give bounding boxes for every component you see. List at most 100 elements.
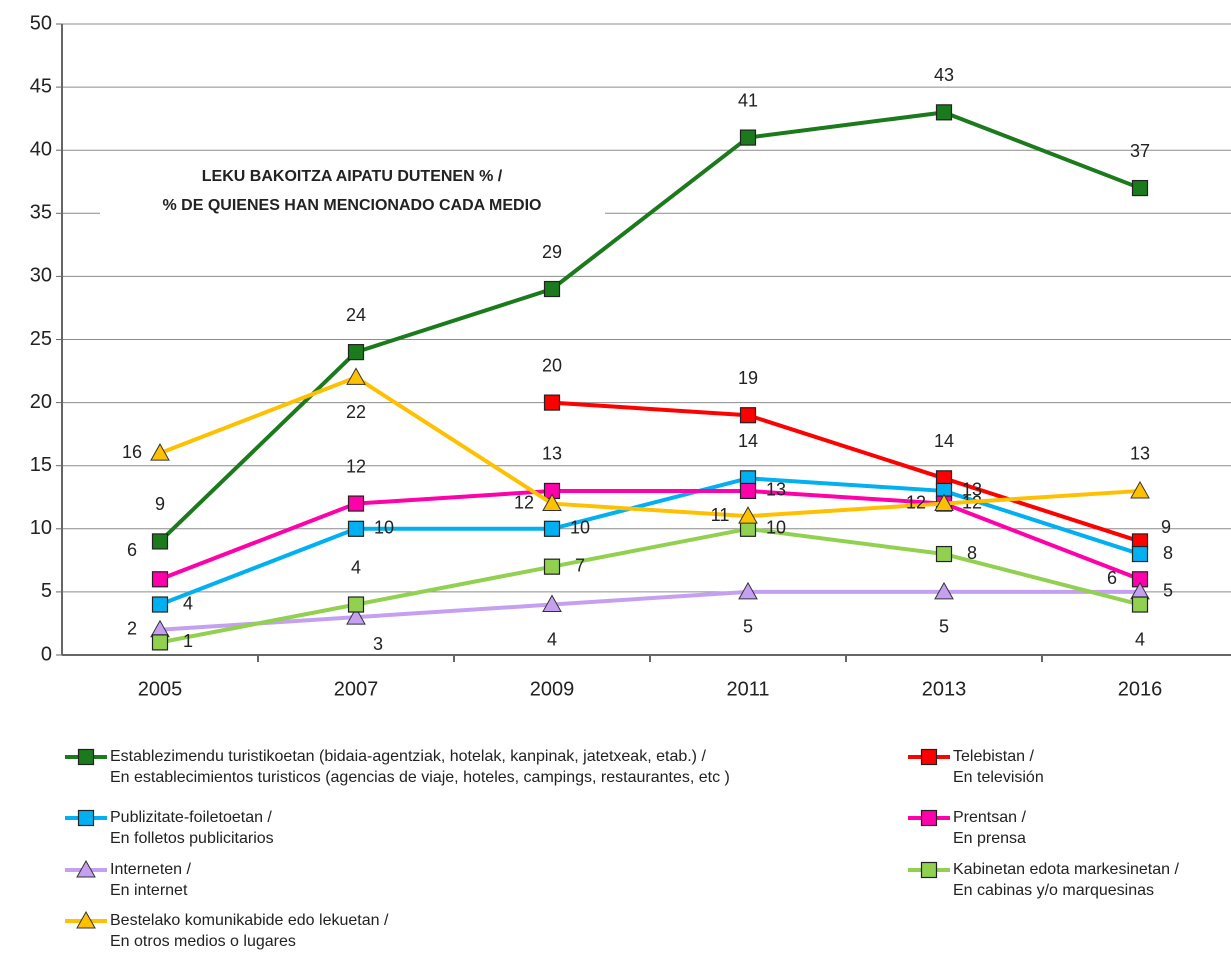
marker [542,594,562,613]
data-label: 4 [351,557,361,577]
annotation: LEKU BAKOITZA AIPATU DUTENEN % / [202,168,503,185]
data-label: 8 [1163,543,1173,563]
y-tick-label: 10 [30,517,52,539]
legend-entry: Interneten / En internet [110,861,191,899]
data-label: 1 [183,631,193,651]
marker [935,545,953,563]
data-label: 12 [514,492,534,512]
marker [935,104,953,121]
data-label: 41 [738,90,758,110]
series-line [159,526,1141,645]
legend-entry: Telebistan / En televisión [953,748,1044,786]
y-tick-label: 5 [41,580,52,602]
data-label: 11 [711,505,730,525]
data-label: 22 [346,402,366,422]
data-label: 14 [738,431,758,451]
y-tick-label: 20 [30,391,52,413]
data-label: 8 [967,543,977,563]
marker [347,596,365,613]
marker [346,367,366,385]
marker [1130,480,1150,499]
y-tick-label: 45 [30,75,52,97]
data-label: 9 [1161,517,1171,537]
marker [151,634,169,651]
series-line [158,110,1141,543]
data-label: 3 [373,634,383,654]
marker [76,859,96,878]
data-label: 10 [374,518,394,538]
data-label: 12 [906,492,926,512]
data-label: 4 [547,629,557,649]
marker [543,394,561,411]
data-label: 5 [1163,581,1173,601]
marker [543,280,561,298]
data-label: 10 [570,518,590,538]
marker [150,443,170,461]
data-label: 24 [346,305,366,325]
series-line [551,400,1141,544]
data-label: 4 [183,593,193,613]
data-label: 13 [542,444,562,464]
y-tick-label: 30 [30,265,52,287]
data-label: 37 [1130,141,1150,161]
data-label: 5 [939,617,949,637]
annotation-box [100,158,605,228]
marker [920,861,938,879]
data-label: 7 [575,555,585,575]
data-label: 9 [155,494,165,514]
marker [934,493,954,512]
series-line [159,476,1141,607]
data-label: 43 [934,65,954,85]
y-tick-label: 25 [30,328,52,350]
marker [347,344,365,361]
marker [738,506,758,524]
x-tick-label: 2009 [530,678,575,700]
marker [77,809,95,827]
data-label: 6 [127,540,137,560]
legend-entry: Kabinetan edota markesinetan / En cabina… [953,861,1179,899]
marker [739,482,757,500]
marker [739,407,757,424]
marker [543,520,561,537]
marker [543,558,561,575]
marker [738,581,758,600]
legend-entry: Bestelako komunikabide edo lekuetan / En… [110,912,389,950]
data-label: 13 [766,480,786,500]
marker [347,520,365,537]
x-tick-label: 2007 [334,678,379,700]
marker [151,596,169,613]
marker [77,748,95,766]
series-line [159,488,1141,582]
marker [934,581,954,600]
marker [542,493,562,512]
data-label: 10 [766,518,786,538]
data-label: 29 [542,242,562,262]
legend-entry: Establezimendu turistikoetan (bidaia-age… [110,748,730,786]
marker [920,809,938,827]
data-label: 13 [1130,444,1150,464]
legend-entry: Publizitate-foiletoetan / En folletos pu… [110,809,274,847]
data-label: 13 [962,480,982,500]
data-label: 12 [346,456,366,476]
x-tick-label: 2016 [1118,678,1163,700]
series-line [159,375,1141,519]
data-label: 5 [743,617,753,637]
y-tick-label: 40 [30,138,52,160]
marker [347,495,365,512]
marker [346,607,366,625]
y-tick-label: 35 [30,202,52,224]
x-tick-label: 2013 [922,678,967,700]
y-tick-label: 50 [30,12,52,34]
marker [151,571,169,588]
marker [920,748,938,766]
data-label: 4 [1135,629,1145,649]
marker [1131,179,1149,197]
marker [1131,596,1149,613]
series-line [159,589,1140,632]
marker [151,533,169,550]
annotation: % DE QUIENES HAN MENCIONADO CADA MEDIO [163,197,542,214]
data-label: 16 [122,442,142,462]
y-tick-label: 15 [30,454,52,476]
